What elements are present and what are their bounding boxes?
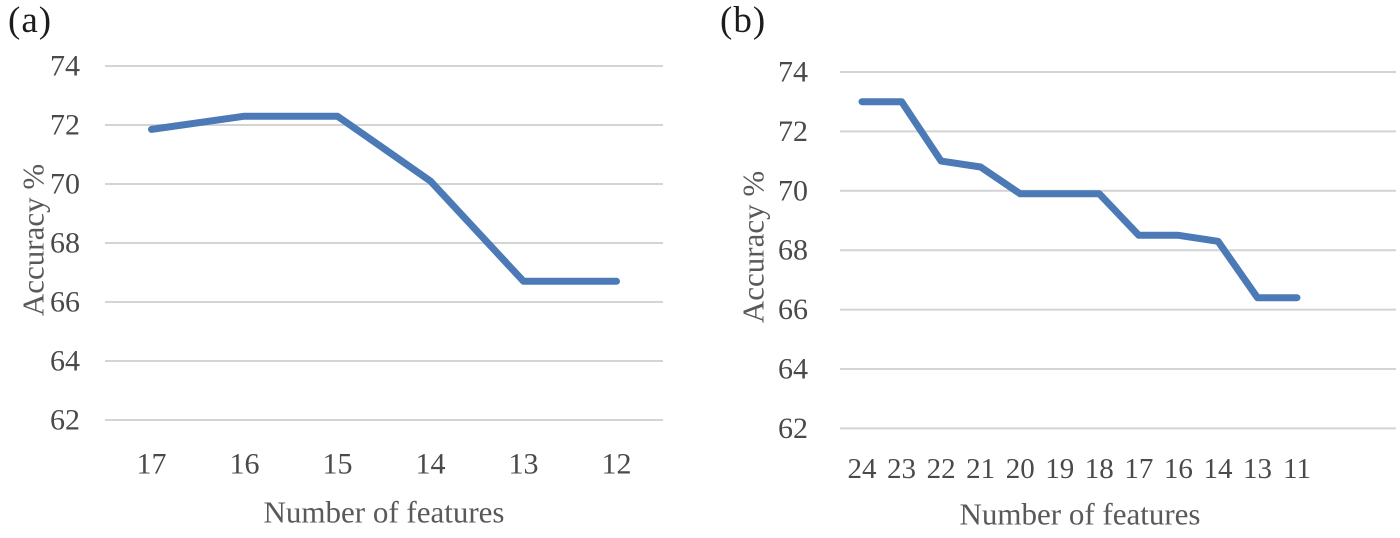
y-axis-title: Accuracy % bbox=[16, 164, 51, 316]
line-chart-b: 74 72 70 68 66 64 62 24 23 22 21 20 19 18 17 16 14 13 11 Nu… bbox=[736, 56, 1396, 532]
panel-b-label: (b) bbox=[720, 0, 767, 41]
x-tick-label: 13 bbox=[1243, 453, 1272, 485]
y-tick-label: 74 bbox=[778, 56, 808, 89]
x-axis-title: Number of features bbox=[263, 495, 504, 530]
y-tick-label: 64 bbox=[778, 353, 808, 386]
x-tick-label: 20 bbox=[1006, 453, 1035, 485]
x-tick-label: 22 bbox=[927, 453, 956, 485]
x-tick-label: 24 bbox=[848, 453, 878, 485]
x-tick-label: 21 bbox=[966, 453, 995, 485]
y-tick-label: 62 bbox=[50, 404, 80, 437]
panel-a-label: (a) bbox=[8, 0, 53, 41]
accuracy-line-series bbox=[858, 98, 1301, 302]
x-tick-label: 17 bbox=[137, 448, 167, 481]
x-axis-title: Number of features bbox=[959, 497, 1200, 532]
y-tick-label: 66 bbox=[50, 286, 80, 319]
x-tick-label: 15 bbox=[323, 448, 353, 481]
panel-a: (a) 74 72 70 68 66 64 62 17 16 15 14 13 12 Number of … bbox=[8, 0, 663, 530]
y-tick-label: 74 bbox=[50, 50, 80, 83]
x-tick-label: 16 bbox=[1164, 453, 1193, 485]
line-chart-a: 74 72 70 68 66 64 62 17 16 15 14 13 12 Number of feat… bbox=[16, 50, 663, 530]
x-tick-label: 14 bbox=[416, 448, 446, 481]
x-tick-label: 18 bbox=[1085, 453, 1114, 485]
y-tick-label: 72 bbox=[50, 109, 80, 142]
y-tick-label: 68 bbox=[778, 234, 808, 267]
y-tick-label: 70 bbox=[50, 168, 80, 201]
x-tick-label: 13 bbox=[509, 448, 539, 481]
y-tick-label: 66 bbox=[778, 293, 808, 326]
x-tick-label: 14 bbox=[1203, 453, 1233, 485]
accuracy-line-series bbox=[148, 112, 620, 285]
panel-b: (b) 74 72 70 68 66 64 62 24 23 22 21 20 19 18 17 16 14 13… bbox=[700, 0, 1400, 538]
y-tick-label: 62 bbox=[778, 412, 808, 445]
x-tick-label: 11 bbox=[1283, 453, 1311, 485]
x-tick-label: 17 bbox=[1124, 453, 1153, 485]
x-tick-label: 12 bbox=[602, 448, 632, 481]
y-tick-label: 72 bbox=[778, 115, 808, 148]
x-tick-label: 23 bbox=[887, 453, 916, 485]
x-tick-label: 19 bbox=[1045, 453, 1074, 485]
x-tick-label: 16 bbox=[230, 448, 260, 481]
y-axis-title: Accuracy % bbox=[736, 171, 771, 323]
y-tick-label: 64 bbox=[50, 345, 80, 378]
y-tick-label: 68 bbox=[50, 227, 80, 260]
y-tick-label: 70 bbox=[778, 174, 808, 207]
